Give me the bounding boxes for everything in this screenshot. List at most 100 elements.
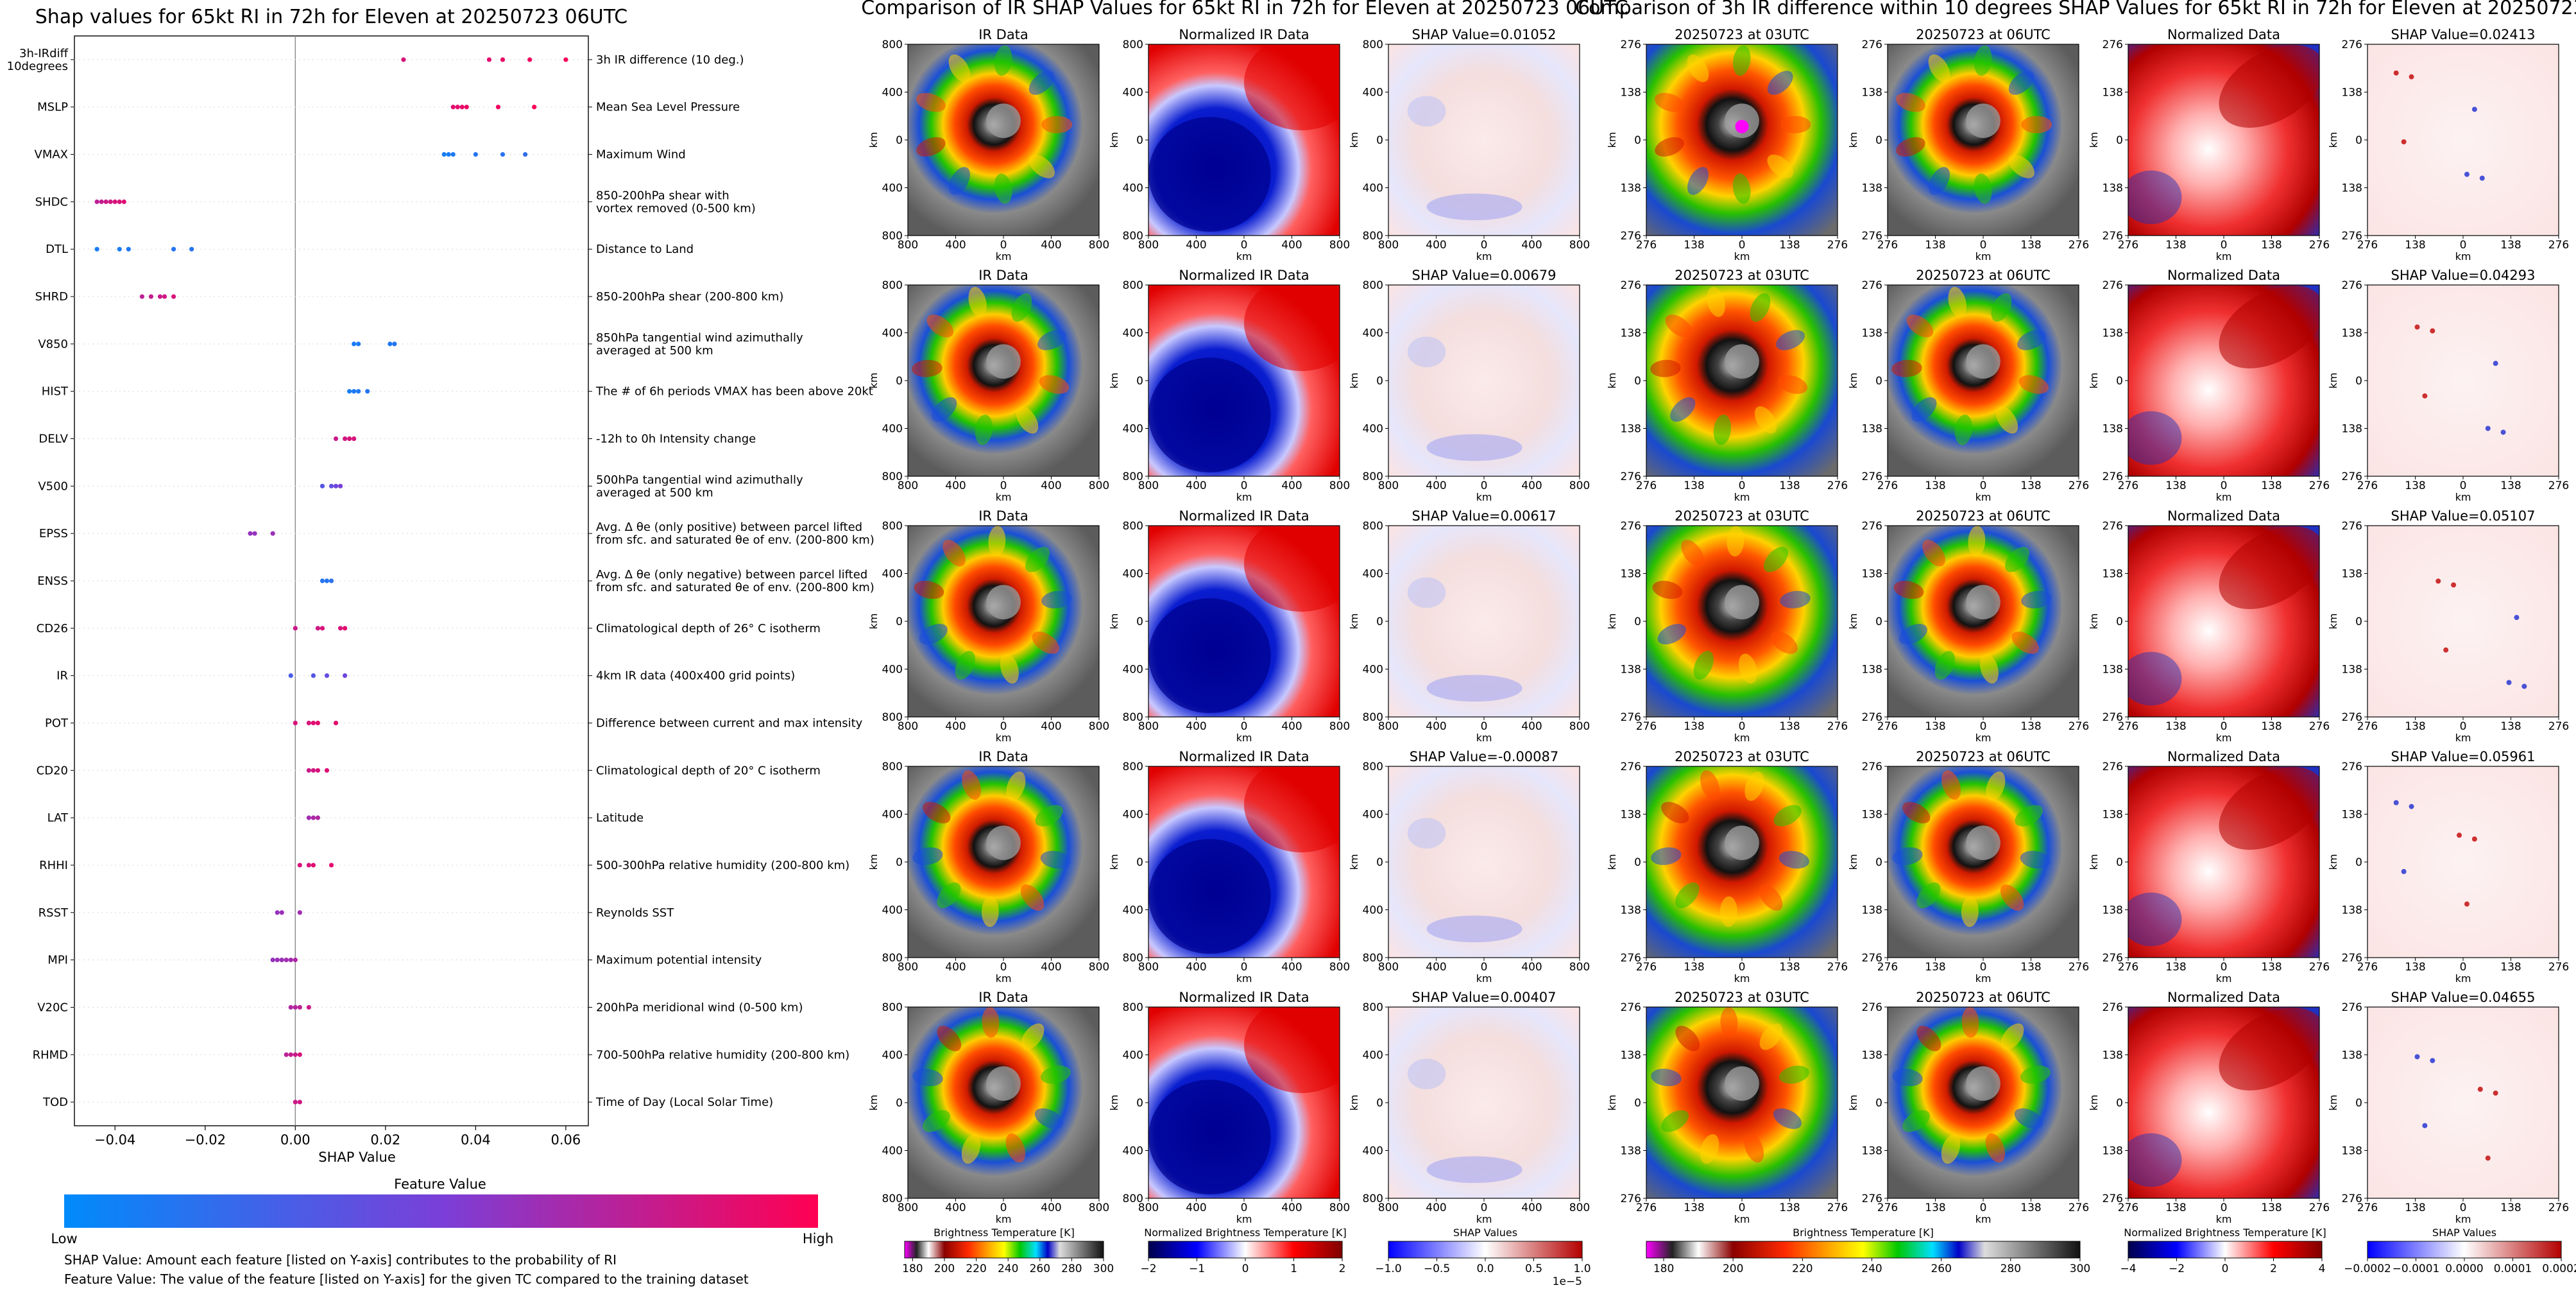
map-y-tick-label: 800 <box>1363 520 1383 533</box>
map-y-tick-label: 800 <box>1363 39 1383 51</box>
colorbar-tick-label: −4 <box>2120 1262 2136 1275</box>
map-x-tick-label: 276 <box>2068 479 2089 492</box>
map-y-tick-label: 138 <box>2103 182 2123 195</box>
map-x-axis-label: km <box>1975 250 1992 263</box>
feature-description: Mean Sea Level Pressure <box>596 101 740 114</box>
map-x-tick-label: 138 <box>1779 479 1800 492</box>
map-x-tick-label: 0 <box>1000 479 1007 492</box>
shap-point <box>252 531 257 536</box>
map-y-tick-label: 276 <box>2103 39 2123 51</box>
map-column-title: 20250723 at 03UTC <box>1675 268 1809 283</box>
map-y-axis-label: km <box>1606 614 1618 630</box>
map-x-tick-label: 400 <box>1521 720 1542 733</box>
map-x-tick-label: 0 <box>1481 1202 1488 1214</box>
map-y-axis-label: km <box>1606 854 1618 870</box>
map-x-tick-label: 138 <box>2500 479 2521 492</box>
feature-description: Climatological depth of 20° C isotherm <box>596 764 821 777</box>
shap-point <box>103 199 108 204</box>
map-x-tick-label: 0 <box>2221 239 2228 252</box>
map-y-tick-label: 276 <box>1862 711 1882 724</box>
map-y-axis-label: km <box>867 614 880 630</box>
shap-point <box>293 626 298 631</box>
shap-point <box>293 1052 298 1057</box>
shap2-map <box>2367 284 2559 477</box>
map-y-tick-label: 400 <box>1363 568 1383 581</box>
map-column-title: Normalized IR Data <box>1179 749 1309 764</box>
map-y-tick-label: 400 <box>1123 423 1143 436</box>
shap-point <box>306 815 311 820</box>
feature-description: 500-300hPa relative humidity (200-800 km… <box>596 859 849 872</box>
shap-value-note: SHAP Value: Amount each feature [listed … <box>64 1252 617 1268</box>
map-y-tick-label: 0 <box>1376 134 1383 147</box>
colorbar-tick-label: 220 <box>1792 1262 1813 1275</box>
shap-point <box>275 958 280 963</box>
feature-description: Avg. Δ θe (only positive) between parcel… <box>596 521 874 547</box>
map-x-tick-label: 400 <box>1041 720 1061 733</box>
map-x-tick-label: 0 <box>1980 1202 1987 1214</box>
map-x-tick-label: 0 <box>1241 961 1248 974</box>
shap2-map <box>2367 766 2559 958</box>
map-x-tick-label: 276 <box>1877 479 1898 492</box>
map-x-tick-label: 0 <box>1739 239 1746 252</box>
map-x-tick-label: 276 <box>2068 720 2089 733</box>
feature-description: Distance to Land <box>596 243 694 256</box>
map-y-tick-label: 400 <box>1363 87 1383 99</box>
colorbar-tick-label: 0.0000 <box>2445 1262 2483 1275</box>
map-y-tick-label: 276 <box>2342 711 2362 724</box>
feature-description: 4km IR data (400x400 grid points) <box>596 669 795 683</box>
feature-label: CD20 <box>37 764 68 777</box>
map-y-axis-label: km <box>1108 373 1120 389</box>
shap2-map <box>2367 525 2559 718</box>
shap-point <box>270 958 275 963</box>
map-y-tick-label: 0 <box>1634 856 1641 869</box>
map-y-tick-label: 276 <box>1862 520 1882 533</box>
map-column-title: 20250723 at 03UTC <box>1675 508 1809 524</box>
colorbar-tick-label: 240 <box>998 1262 1018 1275</box>
map-column-title: Normalized Data <box>2167 508 2280 524</box>
map-y-axis-label: km <box>2327 614 2339 630</box>
map-x-tick-label: 138 <box>2405 961 2425 974</box>
colorbar <box>904 1241 1104 1259</box>
norm2-map <box>2128 1006 2320 1199</box>
map-x-tick-label: 800 <box>898 720 918 733</box>
shap-point <box>464 105 469 110</box>
map-x-tick-label: 276 <box>2357 961 2378 974</box>
map-y-tick-label: 800 <box>1123 1001 1143 1014</box>
map-x-tick-label: 138 <box>2020 961 2041 974</box>
map-y-tick-label: 400 <box>1123 664 1143 676</box>
map-y-tick-label: 138 <box>1862 568 1882 581</box>
ir-diff-map <box>1646 525 1838 718</box>
map-column-title: Normalized Data <box>2167 27 2280 42</box>
shap-point <box>500 57 506 62</box>
map-y-tick-label: 276 <box>1862 39 1882 51</box>
map-x-axis-label: km <box>1734 491 1750 503</box>
map-y-axis-label: km <box>2327 132 2339 148</box>
map-x-tick-label: 138 <box>2500 961 2521 974</box>
map-y-tick-label: 276 <box>2103 279 2123 292</box>
shap-point <box>121 199 126 204</box>
map-y-axis-label: km <box>1108 1095 1120 1111</box>
shap-value-title: SHAP Value=0.02413 <box>2391 27 2536 42</box>
map-y-tick-label: 0 <box>2116 1097 2123 1110</box>
shap-point <box>352 341 357 347</box>
map-y-tick-label: 400 <box>1363 327 1383 340</box>
map-x-tick-label: 800 <box>1569 479 1590 492</box>
feature-label: RHMD <box>33 1048 68 1062</box>
map-y-tick-label: 0 <box>1136 375 1143 388</box>
map-x-tick-label: 138 <box>1684 961 1704 974</box>
map-x-tick-label: 138 <box>2405 239 2425 252</box>
map-x-tick-label: 138 <box>2405 479 2425 492</box>
map-y-tick-label: 138 <box>1862 809 1882 822</box>
shap-point <box>293 1004 298 1010</box>
map-x-axis-label: km <box>2455 972 2471 985</box>
colorbar-label: SHAP Values <box>2432 1227 2496 1239</box>
map-column-title: 20250723 at 06UTC <box>1916 508 2051 524</box>
map-x-tick-label: 800 <box>1378 479 1399 492</box>
shap-point <box>441 151 447 157</box>
map-x-tick-label: 800 <box>1089 720 1109 733</box>
shap-point <box>347 436 352 442</box>
map-y-tick-label: 276 <box>1862 1193 1882 1205</box>
colorbar-tick-label: 200 <box>934 1262 955 1275</box>
map-x-tick-label: 276 <box>2357 479 2378 492</box>
